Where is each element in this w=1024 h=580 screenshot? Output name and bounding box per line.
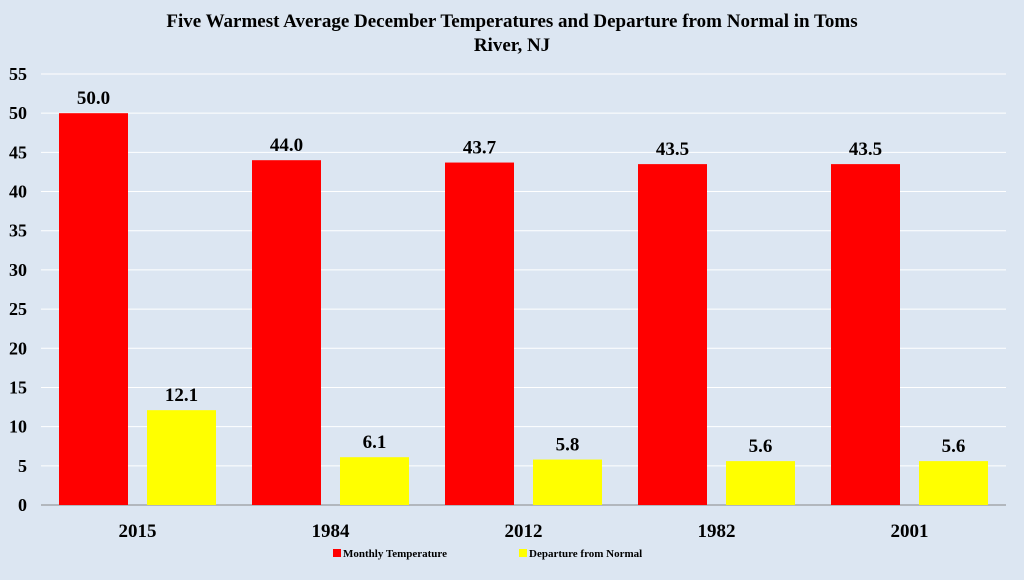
bar-monthly-temperature xyxy=(445,162,514,505)
y-tick-label: 25 xyxy=(9,299,27,319)
legend-swatch xyxy=(519,549,527,557)
data-label: 5.8 xyxy=(556,435,580,456)
data-label: 50.0 xyxy=(77,88,110,109)
data-label: 12.1 xyxy=(165,385,198,406)
y-axis-ticks: 0 5 10 15 20 25 30 35 40 45 50 55 xyxy=(9,64,27,515)
bar-monthly-temperature xyxy=(831,164,900,506)
y-tick-label: 15 xyxy=(9,377,27,397)
chart-title-line-1: Five Warmest Average December Temperatur… xyxy=(166,11,857,32)
bar-departure-from-normal xyxy=(533,459,602,505)
legend-label: Monthly Temperature xyxy=(343,548,447,560)
y-tick-label: 20 xyxy=(9,338,27,358)
bar-departure-from-normal xyxy=(726,461,795,505)
bars xyxy=(59,113,988,506)
legend: Monthly Temperature Departure from Normal xyxy=(333,548,642,560)
y-tick-label: 30 xyxy=(9,260,27,280)
bar-monthly-temperature xyxy=(252,160,321,505)
data-label: 6.1 xyxy=(363,432,387,453)
chart-title-line-2: River, NJ xyxy=(474,35,550,56)
x-axis-ticks: 2015 1984 2012 1982 2001 xyxy=(119,521,929,542)
bar-monthly-temperature xyxy=(638,164,707,506)
x-tick-label: 2001 xyxy=(891,521,929,542)
legend-label: Departure from Normal xyxy=(529,548,642,560)
data-label: 43.5 xyxy=(656,139,689,160)
y-tick-label: 50 xyxy=(9,103,27,123)
y-tick-label: 35 xyxy=(9,221,27,241)
legend-swatch xyxy=(333,549,341,557)
y-tick-label: 5 xyxy=(18,456,27,476)
y-tick-label: 55 xyxy=(9,64,27,84)
bar-departure-from-normal xyxy=(919,461,988,505)
data-label: 43.7 xyxy=(463,138,497,159)
bar-monthly-temperature xyxy=(59,113,128,505)
data-labels: 50.0 12.1 44.0 6.1 43.7 5.8 43.5 5.6 43.5 5.6 xyxy=(77,88,966,457)
y-tick-label: 10 xyxy=(9,417,27,437)
data-label: 5.6 xyxy=(749,436,773,457)
data-label: 43.5 xyxy=(849,139,882,160)
x-tick-label: 1984 xyxy=(312,521,351,542)
data-label: 5.6 xyxy=(942,436,966,457)
data-label: 44.0 xyxy=(270,135,303,156)
bar-departure-from-normal xyxy=(340,457,409,505)
y-tick-label: 40 xyxy=(9,182,27,202)
x-tick-label: 2015 xyxy=(119,521,157,542)
y-tick-label: 45 xyxy=(9,142,27,162)
y-tick-label: 0 xyxy=(18,495,27,515)
bar-departure-from-normal xyxy=(147,410,216,505)
x-tick-label: 1982 xyxy=(698,521,736,542)
x-tick-label: 2012 xyxy=(505,521,543,542)
